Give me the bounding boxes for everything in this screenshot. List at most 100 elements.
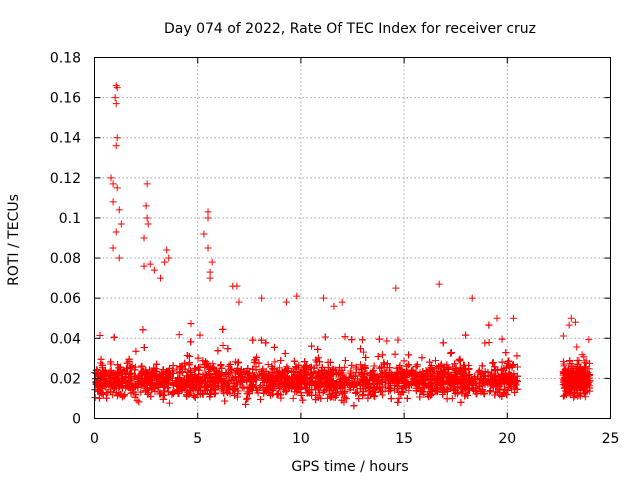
data-point xyxy=(117,380,125,388)
data-point xyxy=(243,383,251,391)
data-point xyxy=(405,361,413,369)
data-point xyxy=(462,366,470,374)
data-point xyxy=(185,390,193,398)
data-point xyxy=(213,368,221,376)
data-point xyxy=(480,375,488,383)
data-point xyxy=(219,325,227,333)
data-point xyxy=(123,382,131,390)
data-point xyxy=(313,372,321,380)
data-point xyxy=(497,366,505,374)
data-point xyxy=(294,371,302,379)
data-point xyxy=(357,365,365,373)
data-point xyxy=(97,384,105,392)
data-point xyxy=(257,371,265,379)
data-point xyxy=(222,387,230,395)
data-point xyxy=(321,333,329,341)
data-point xyxy=(169,381,177,389)
data-point xyxy=(434,375,442,383)
data-point xyxy=(352,363,360,371)
data-point xyxy=(585,336,593,344)
data-point xyxy=(348,361,356,369)
data-point xyxy=(406,369,414,377)
data-point xyxy=(494,388,502,396)
data-point xyxy=(275,373,283,381)
data-point xyxy=(355,395,363,403)
data-point xyxy=(207,390,215,398)
data-point xyxy=(442,377,450,385)
data-point xyxy=(439,378,447,386)
data-point xyxy=(359,348,367,356)
data-point xyxy=(398,365,406,373)
data-point xyxy=(221,397,229,405)
data-point xyxy=(573,343,581,351)
data-point xyxy=(447,348,455,356)
data-point xyxy=(249,336,257,344)
data-point xyxy=(304,379,312,387)
data-point xyxy=(425,379,433,387)
data-point xyxy=(197,383,205,391)
data-point xyxy=(384,360,391,368)
data-point xyxy=(284,367,292,375)
data-point xyxy=(226,361,234,369)
data-point xyxy=(361,364,369,372)
data-point xyxy=(196,331,204,339)
data-point xyxy=(224,383,232,391)
data-point xyxy=(123,365,131,373)
data-point xyxy=(91,394,99,402)
data-point xyxy=(378,363,386,371)
data-point xyxy=(568,362,576,370)
data-point xyxy=(191,365,199,373)
data-point xyxy=(431,357,439,365)
data-point xyxy=(498,392,506,400)
data-point xyxy=(277,391,285,399)
data-point xyxy=(458,389,466,397)
data-point xyxy=(386,384,394,392)
data-point xyxy=(225,362,233,370)
data-point xyxy=(572,365,580,373)
data-point xyxy=(312,396,320,404)
data-point xyxy=(480,390,488,398)
data-point xyxy=(394,336,402,344)
data-point xyxy=(122,373,130,381)
data-point xyxy=(405,351,413,359)
data-point xyxy=(157,390,165,398)
data-point xyxy=(513,352,521,360)
data-point xyxy=(98,361,106,369)
data-point xyxy=(464,392,472,400)
data-point xyxy=(110,333,118,341)
data-point xyxy=(301,358,309,366)
data-point xyxy=(187,338,195,346)
data-point xyxy=(135,398,143,406)
data-point xyxy=(247,377,255,385)
data-point xyxy=(452,365,460,373)
data-point xyxy=(175,331,183,339)
data-point xyxy=(284,375,292,383)
data-point xyxy=(412,363,420,371)
data-point xyxy=(280,386,288,394)
data-point xyxy=(269,385,277,393)
data-point xyxy=(511,379,519,387)
data-point xyxy=(460,362,468,370)
data-point xyxy=(426,365,434,373)
data-point xyxy=(316,358,324,366)
data-point xyxy=(96,331,104,339)
data-point xyxy=(191,364,199,372)
data-point xyxy=(126,370,134,378)
data-point xyxy=(377,387,385,395)
data-point xyxy=(513,385,521,393)
data-point xyxy=(326,387,334,395)
data-point xyxy=(352,388,360,396)
data-point xyxy=(185,361,193,369)
data-point xyxy=(326,358,334,366)
data-point xyxy=(123,359,131,367)
data-point xyxy=(359,377,367,385)
data-point xyxy=(336,375,344,383)
data-point xyxy=(475,382,483,390)
data-point xyxy=(407,370,415,378)
data-point xyxy=(180,382,188,390)
data-point xyxy=(434,388,442,396)
data-point xyxy=(160,391,168,399)
data-point xyxy=(459,371,467,379)
data-point xyxy=(459,379,467,387)
